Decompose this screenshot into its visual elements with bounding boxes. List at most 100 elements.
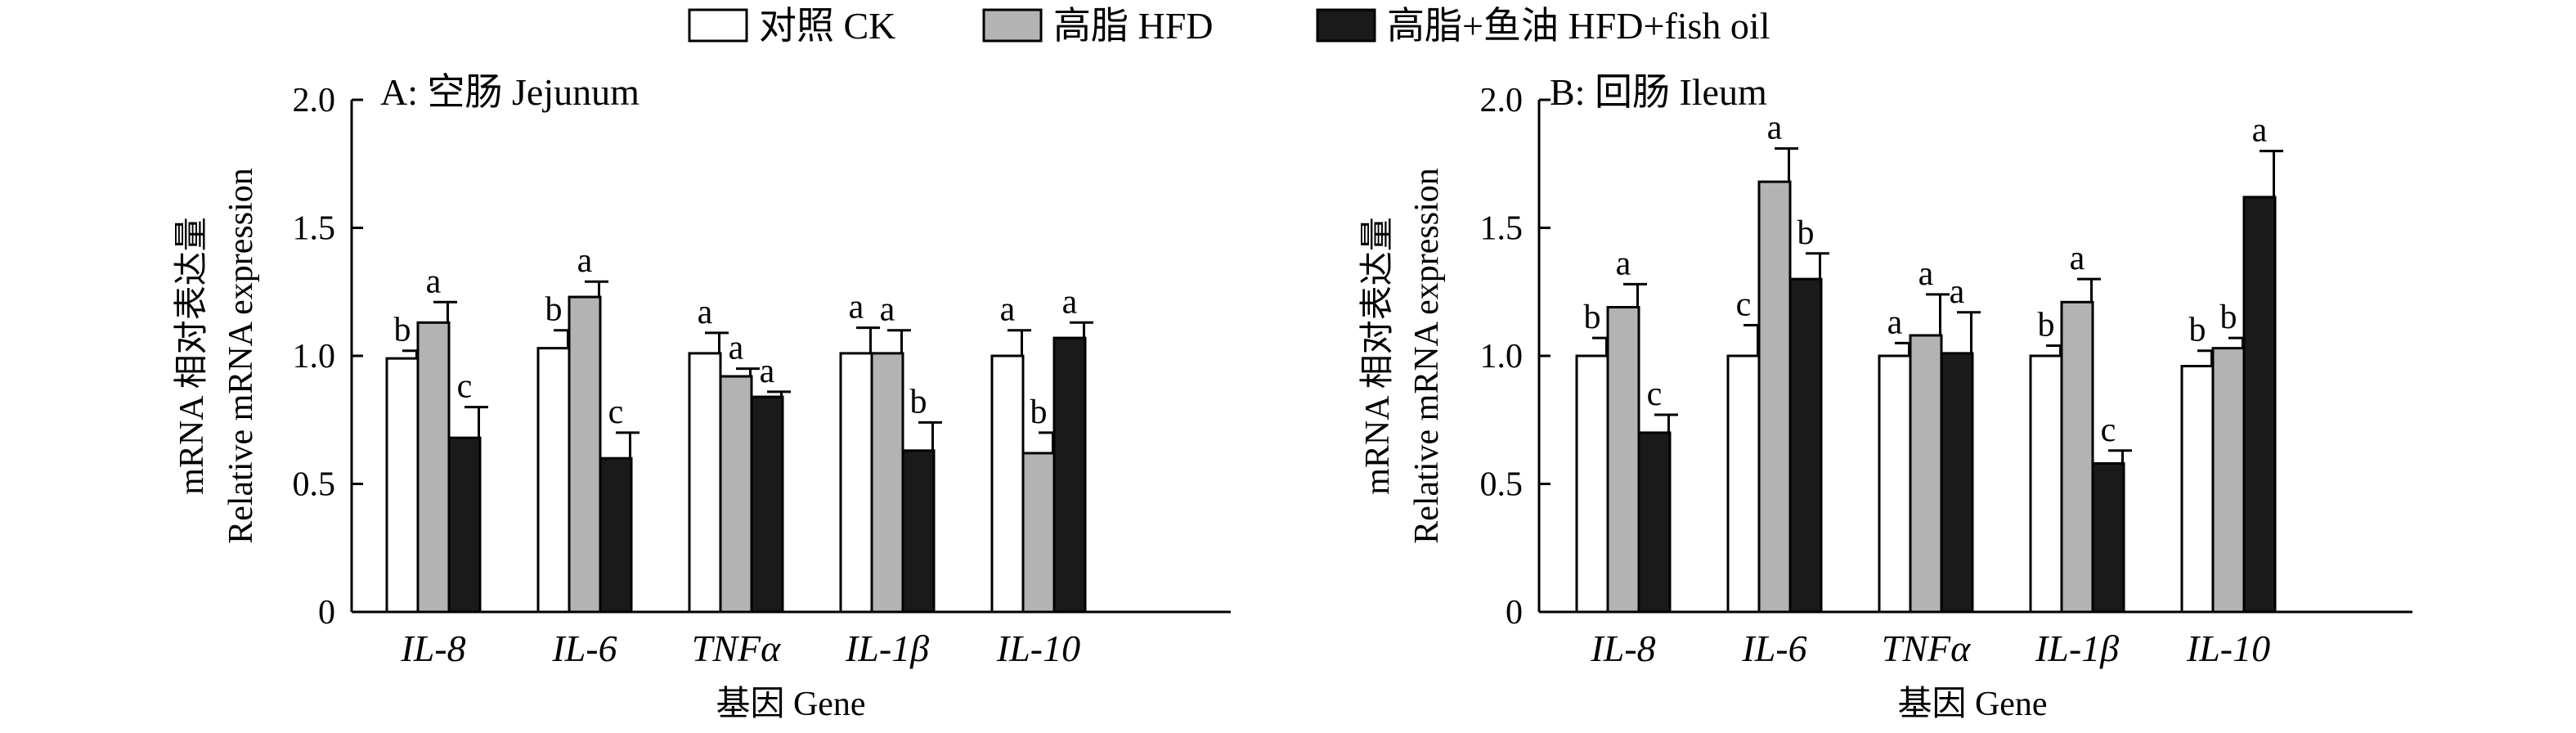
- significance-label: a: [426, 263, 442, 300]
- x-axis-title: 基因 Gene: [1897, 686, 2047, 723]
- bar: [719, 375, 753, 614]
- error-bar: [464, 406, 488, 438]
- y-tick-label: 1.0: [1480, 338, 1524, 375]
- y-axis-title-line-1: mRNA 相对表达量: [1359, 217, 1397, 495]
- significance-label: b: [1030, 393, 1048, 431]
- y-tick-label: 1.5: [293, 210, 336, 248]
- error-bar: [1926, 293, 1950, 335]
- bar: [1575, 354, 1609, 614]
- significance-label: b: [545, 291, 563, 329]
- y-tick-label: 0.5: [1480, 466, 1524, 504]
- error-bar: [705, 331, 729, 353]
- significance-label: c: [457, 368, 473, 406]
- bar: [990, 354, 1025, 614]
- category-label: IL-6: [1741, 627, 1806, 669]
- bar: [1637, 431, 1672, 614]
- error-bar: [1806, 252, 1829, 280]
- bar: [688, 352, 722, 614]
- significance-label: a: [1000, 291, 1016, 329]
- category-label: IL-6: [551, 627, 617, 669]
- significance-label: a: [760, 353, 775, 390]
- significance-label: b: [1797, 214, 1815, 252]
- significance-label: c: [1736, 286, 1752, 323]
- bar: [1940, 352, 1974, 614]
- significance-label: b: [910, 383, 927, 420]
- error-bar: [887, 329, 911, 353]
- significance-label: a: [1767, 109, 1783, 146]
- significance-label: b: [2189, 312, 2206, 349]
- y-tick-label: 1.5: [1480, 210, 1524, 248]
- bar: [1909, 334, 1943, 614]
- y-tick-label: 1.0: [293, 338, 336, 375]
- y-axis-title-line-1: mRNA 相对表达量: [173, 217, 211, 495]
- bar: [385, 357, 420, 614]
- error-bar: [2260, 150, 2283, 197]
- x-axis-title: 基因 Gene: [716, 686, 865, 723]
- error-bar: [433, 300, 457, 323]
- legend-swatch-3: [1316, 8, 1376, 43]
- error-bar: [767, 390, 791, 398]
- bar: [1878, 354, 1912, 614]
- significance-label: a: [729, 330, 744, 367]
- bar: [599, 456, 633, 614]
- bar: [750, 395, 784, 614]
- significance-label: a: [1887, 304, 1903, 341]
- bar: [839, 352, 873, 614]
- category-label: IL-8: [400, 627, 465, 669]
- bar: [447, 436, 482, 614]
- legend-label-1: 对照 CK: [759, 5, 895, 47]
- y-axis-title-line-2: Relative mRNA expression: [1408, 168, 1446, 544]
- category-label: IL-10: [2186, 627, 2270, 669]
- bar: [2060, 300, 2094, 614]
- category-label: IL-1β: [845, 627, 929, 669]
- y-axis-title-line-2: Relative mRNA expression: [222, 168, 260, 544]
- y-tick-label: 0.5: [293, 466, 336, 504]
- error-bar: [856, 326, 880, 353]
- error-bar: [1008, 329, 1031, 356]
- bar: [1606, 306, 1640, 614]
- error-bar: [2077, 277, 2101, 303]
- significance-label: a: [1950, 273, 1965, 311]
- y-tick-label: 0: [318, 594, 335, 632]
- category-label: TNFα: [692, 627, 781, 669]
- bar: [2211, 347, 2246, 614]
- significance-label: b: [1584, 299, 1601, 336]
- panel-label: A: 空肠 Jejunum: [380, 71, 640, 113]
- bar: [870, 352, 904, 614]
- significance-label: a: [880, 291, 895, 329]
- error-bar: [1775, 146, 1798, 182]
- significance-label: b: [2038, 306, 2055, 344]
- category-label: IL-10: [996, 627, 1080, 669]
- error-bar: [736, 367, 760, 377]
- y-tick-label: 0: [1506, 594, 1523, 632]
- category-label: TNFα: [1882, 627, 1971, 669]
- legend-label-3: 高脂+鱼油 HFD+fish oil: [1387, 5, 1770, 47]
- significance-label: b: [394, 312, 411, 349]
- y-tick-label: 2.0: [293, 82, 336, 119]
- bar: [568, 295, 602, 614]
- significance-label: c: [2101, 411, 2116, 449]
- error-bar: [1957, 311, 1981, 353]
- panel-a-jejunum: 0 0.5 1.0 1.5 2.0 A: 空肠 Jejunum mRNA 相对表达量 Rela…: [173, 71, 1231, 723]
- significance-label: a: [1062, 283, 1078, 321]
- significance-label: b: [2220, 299, 2237, 336]
- legend: 对照 CK 高脂 HFD 高脂+鱼油 HFD+fish oil: [688, 5, 1770, 47]
- significance-label: c: [608, 393, 624, 431]
- significance-label: a: [698, 294, 713, 331]
- significance-label: c: [1647, 375, 1663, 413]
- bar: [2091, 461, 2125, 614]
- error-bar: [616, 431, 640, 459]
- bar: [536, 347, 571, 614]
- error-bar: [1654, 413, 1678, 433]
- panel-b-ileum: 0 0.5 1.0 1.5 2.0 B: 回肠 Ileum mRNA 相对表达量 Relati…: [1359, 71, 2412, 723]
- significance-label: a: [849, 289, 864, 326]
- error-bar: [2108, 449, 2132, 464]
- bar: [901, 449, 936, 614]
- error-bar: [918, 420, 942, 451]
- error-bar: [585, 280, 608, 298]
- category-label: IL-1β: [2035, 627, 2119, 669]
- bar: [1757, 180, 1792, 614]
- bar: [416, 321, 451, 614]
- bar: [1788, 277, 1823, 614]
- y-tick-label: 2.0: [1480, 82, 1524, 119]
